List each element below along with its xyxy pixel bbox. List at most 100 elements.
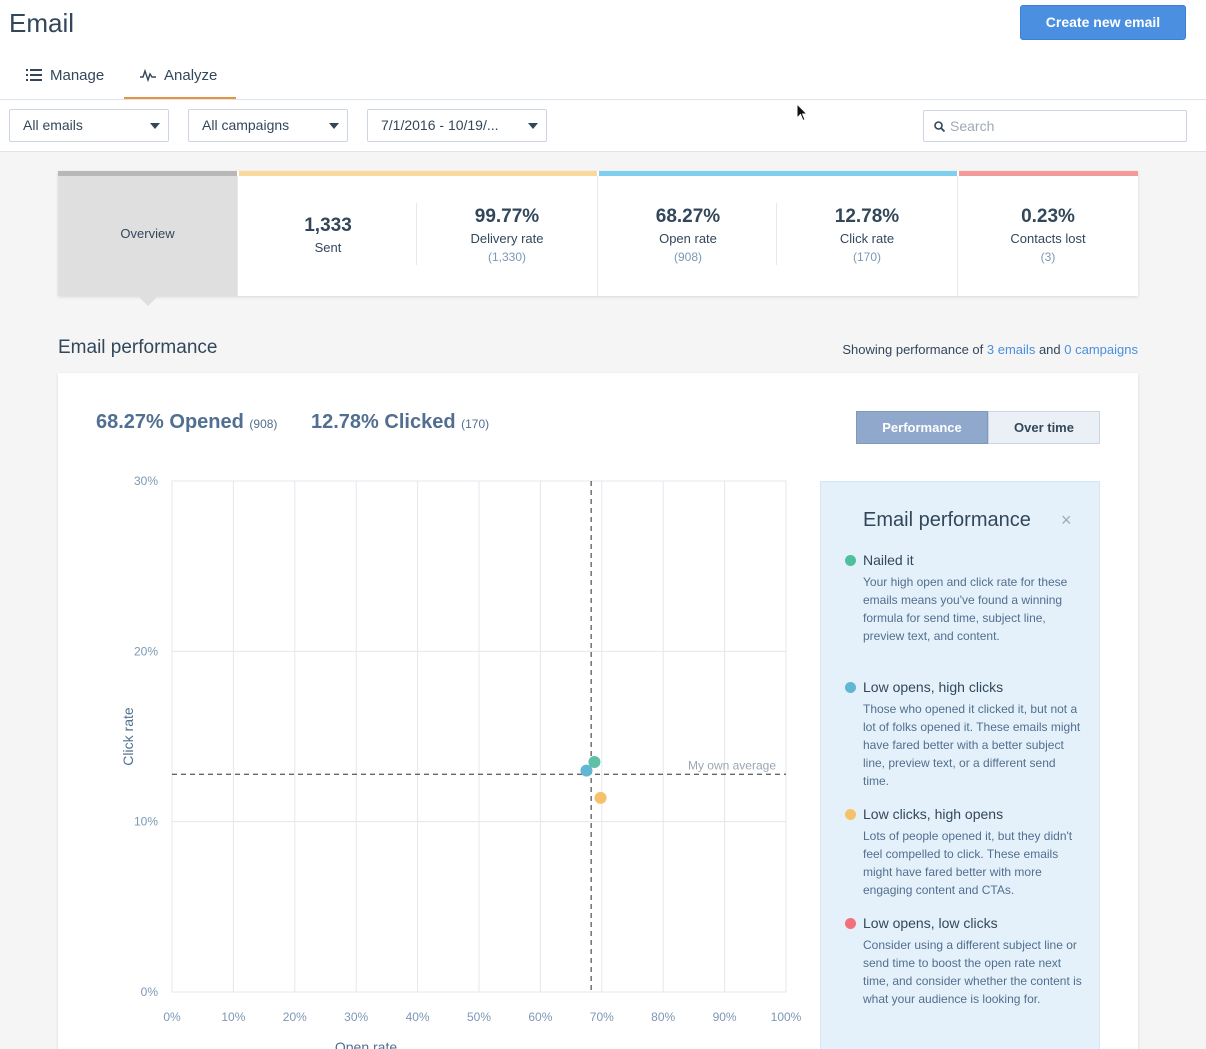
y-axis-label: Click rate [120,707,136,766]
list-icon [26,69,42,81]
overview-color-bar [58,171,237,176]
legend-item-name: Low opens, high clicks [863,679,1004,695]
engagement-group [599,171,957,296]
email-filter-value: All emails [23,117,83,133]
y-tick-label: 30% [134,474,158,488]
sent-label: Sent [314,240,342,255]
x-tick-label: 80% [651,1010,675,1024]
caret-down-icon [528,123,538,129]
tab-manage-label: Manage [50,67,105,84]
legend-item-name: Nailed it [863,552,914,568]
legend-item-description: Those who opened it clicked it, but not … [863,702,1081,788]
caret-down-icon [150,123,160,129]
tab-manage[interactable]: Manage [26,58,116,99]
page-title: Email [9,8,75,38]
date-range-value: 7/1/2016 - 10/19/... [381,117,499,133]
opened-count: (908) [249,417,278,431]
tab-analyze[interactable]: Analyze [124,58,236,99]
divider [957,176,958,296]
overview-label: Overview [120,226,175,241]
emails-link[interactable]: 3 emails [986,342,1036,357]
search-input[interactable] [950,113,1180,139]
delivery-rate-value: 99.77% [474,206,540,227]
contacts-lost-label: Contacts lost [1010,231,1086,246]
close-icon[interactable]: × [1061,510,1072,530]
create-new-email-button[interactable]: Create new email [1020,5,1186,40]
email-filter-dropdown[interactable]: All emails [9,109,169,142]
opened-value: 68.27% Opened [96,411,244,433]
y-tick-label: 10% [134,815,158,829]
pulse-icon [140,68,156,82]
over-time-toggle-button[interactable]: Over time [988,411,1100,444]
delivery-group [239,171,597,296]
legend-item-name: Low clicks, high opens [863,806,1004,822]
performance-card: 68.27% Opened (908) 12.78% Clicked (170)… [58,373,1138,1049]
legend-title: Email performance [863,509,1031,531]
search-icon [934,121,945,132]
performance-toggle-button[interactable]: Performance [856,411,988,444]
filter-bar: All emails All campaigns 7/1/2016 - 10/1… [0,100,1206,152]
x-tick-label: 90% [713,1010,737,1024]
mouse-cursor-icon [796,103,808,122]
stat-click-rate[interactable]: 12.78% Click rate (170) [778,171,956,296]
contacts-lost-count: (3) [1040,250,1056,264]
x-tick-label: 40% [406,1010,430,1024]
open-rate-value: 68.27% [655,206,721,227]
sent-value: 1,333 [304,215,352,236]
showing-and: and [1038,342,1061,357]
data-point [594,791,607,804]
x-tick-label: 60% [528,1010,552,1024]
stat-sent[interactable]: 1,333 Sent [239,171,417,296]
legend-item-name: Low opens, low clicks [863,915,998,931]
legend-dot [845,809,856,820]
overview-pointer [138,296,158,306]
performance-scatter-chart: 0% 10% 20% 30% 40% 50% 60% 70% 80% 90% 100% 0% 10% 20… [120,474,802,1049]
data-point [588,756,601,769]
legend-dot [845,682,856,693]
contacts-lost-value: 0.23% [1021,206,1075,227]
divider [597,176,598,296]
section-title: Email performance [58,337,218,358]
lost-color-bar [959,171,1138,176]
x-tick-label: 10% [221,1010,245,1024]
click-rate-value: 12.78% [834,206,900,227]
campaign-filter-dropdown[interactable]: All campaigns [188,109,348,142]
page-header: Email Create new email Manage Analyze [0,0,1206,100]
average-label: My own average [688,758,776,772]
showing-prefix: Showing performance of [842,342,984,357]
open-rate-count: (908) [673,250,702,264]
stat-open-rate[interactable]: 68.27% Open rate (908) [599,171,777,296]
legend-dot [845,918,856,929]
engagement-color-bar [599,171,957,176]
stat-contacts-lost[interactable]: 0.23% Contacts lost (3) [959,171,1137,296]
legend-panel: Email performance × Nailed it Your high … [820,481,1100,1049]
click-rate-label: Click rate [839,231,895,246]
y-tick-label: 20% [134,644,158,658]
campaign-filter-value: All campaigns [202,117,290,133]
divider [416,203,417,265]
campaigns-link[interactable]: 0 campaigns [1064,342,1138,357]
search-box[interactable] [923,110,1187,142]
delivery-color-bar [239,171,597,176]
delivery-rate-count: (1,330) [487,250,527,264]
clicked-count: (170) [461,417,490,431]
x-tick-label: 100% [771,1010,802,1024]
stat-delivery-rate[interactable]: 99.77% Delivery rate (1,330) [418,171,596,296]
x-tick-label: 0% [163,1010,181,1024]
caret-down-icon [329,123,339,129]
overview-tab[interactable]: Overview [58,171,237,306]
x-axis-label: Open rate [335,1039,397,1049]
legend-dot [845,555,856,566]
data-point [580,764,593,777]
x-tick-label: 70% [590,1010,614,1024]
lost-group [959,171,1138,296]
clicked-summary: 12.78% Clicked (170) [311,411,489,434]
legend-item-description: Consider using a different subject line … [863,938,1082,1006]
date-range-dropdown[interactable]: 7/1/2016 - 10/19/... [367,109,547,142]
clicked-value: 12.78% Clicked [311,411,456,433]
legend-item-description: Your high open and click rate for these … [863,575,1068,643]
open-rate-label: Open rate [659,231,717,246]
y-tick-label: 0% [141,985,159,999]
opened-summary: 68.27% Opened (908) [96,411,277,434]
tab-analyze-label: Analyze [164,67,218,84]
